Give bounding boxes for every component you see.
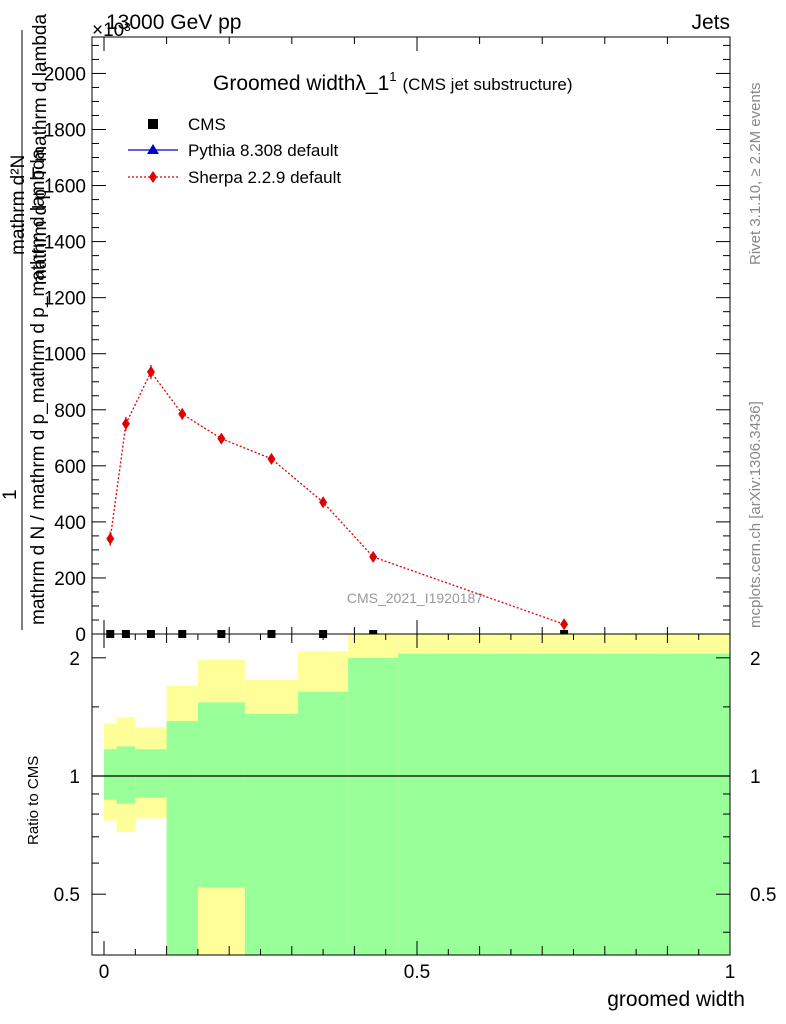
ratio-y-tick-label-right: 0.5: [750, 885, 776, 906]
exponent-label: ×10³: [92, 20, 131, 41]
main-y-tick-label: 800: [54, 401, 86, 422]
main-y-tick-label: 0: [75, 625, 86, 646]
ratio-y-tick-label: 1: [69, 767, 80, 788]
plot-title: Groomed widthλ_11 (CMS jet substructure): [213, 69, 573, 95]
legend-marker-cms: [148, 119, 158, 129]
main-y-tick-label: 1600: [44, 177, 86, 198]
sherpa-point: [217, 432, 226, 445]
green-band-bin: [116, 746, 136, 804]
main-y-label: mathrm d²N mathrm d p_T mathrm d lambda …: [0, 14, 51, 630]
plot-title-sup: 1: [389, 69, 396, 84]
ratio-y-tick-label: 2: [69, 649, 80, 670]
collision-label: 13000 GeV pp: [106, 11, 241, 34]
legend: CMS Pythia 8.308 default Sherpa 2.2.9 defa…: [128, 115, 341, 187]
process-label: Jets: [691, 11, 730, 34]
main-y-label-top: mathrm d²N: [8, 155, 29, 255]
main-y-tick-label: 600: [54, 457, 86, 478]
legend-label: Sherpa 2.2.9 default: [188, 168, 341, 187]
sherpa-point: [146, 365, 155, 378]
sherpa-point: [560, 618, 569, 631]
legend-label: Pythia 8.308 default: [188, 141, 339, 160]
green-band-bin: [197, 702, 245, 888]
green-band-bin: [166, 721, 198, 955]
ratio-x-tick-label: 0: [99, 962, 110, 983]
ratio-y-label: Ratio to CMS: [25, 756, 42, 845]
main-y-tick-label: 400: [54, 513, 86, 534]
legend-marker-sherpa: [149, 171, 157, 183]
sherpa-line: [109, 370, 565, 625]
main-y-tick-label: 1000: [44, 345, 86, 366]
sherpa-point: [121, 417, 130, 430]
main-y-label-top2: mathrm d p_T mathrm d lambda: [30, 14, 51, 285]
plot-title-sub: (CMS jet substructure): [403, 75, 573, 94]
main-y-tick-label: 200: [54, 569, 86, 590]
legend-marker-pythia: [147, 144, 159, 154]
ratio-bands: [92, 634, 730, 955]
ratio-x-ticks: 0 0.5 1: [99, 634, 736, 983]
plot-title-main: Groomed widthλ_1: [213, 72, 389, 95]
green-band-bin: [398, 653, 730, 955]
main-panel: 0 200 400 600 800 1000 1200 1400 1600 1800 2000 CM…: [44, 36, 731, 646]
main-marks: [106, 364, 569, 638]
main-y-tick-label: 1200: [44, 289, 86, 310]
main-y-label-denominator: mathrm d N / mathrm d p_mathrm d p_mathr…: [28, 148, 49, 625]
sherpa-point: [267, 452, 276, 465]
main-y-tick-label: 1400: [44, 233, 86, 254]
ratio-x-tick-label: 0.5: [404, 962, 430, 983]
mcplots-label: mcplots.cern.ch [arXiv:1306.3436]: [747, 401, 764, 628]
legend-label: CMS: [188, 115, 226, 134]
green-band-bin: [298, 691, 349, 955]
ratio-y-tick-label-right: 2: [750, 649, 761, 670]
ratio-y-tick-label-right: 1: [750, 767, 761, 788]
green-band-bin: [135, 749, 167, 798]
ratio-x-tick-label: 1: [725, 962, 736, 983]
sherpa-point: [319, 496, 328, 509]
green-band-bin: [244, 713, 299, 955]
sherpa-point: [178, 407, 187, 420]
main-y-tick-label: 2000: [44, 64, 86, 85]
rivet-label: Rivet 3.1.10, ≥ 2.2M events: [747, 83, 764, 266]
green-band-bin: [348, 657, 399, 955]
ratio-frame: [91, 633, 731, 956]
watermark: CMS_2021_I1920187: [347, 590, 483, 606]
main-y-tick-label: 1800: [44, 120, 86, 141]
sherpa-point: [369, 550, 378, 563]
main-y-label-numerator: 1: [0, 489, 21, 500]
main-y-ticks: 0 200 400 600 800 1000 1200 1400 1600 1800 2000: [44, 37, 731, 646]
ratio-y-ticks: 0.5 0.5 1 1 2 2: [54, 649, 776, 933]
sherpa-point: [106, 532, 115, 545]
ratio-panel: 0.5 0.51 12 2 0 0.5 1 Ratio to CMS groomed wi…: [25, 633, 776, 1011]
ratio-y-tick-label: 0.5: [54, 885, 80, 906]
green-band-bin: [104, 749, 117, 800]
x-axis-label: groomed width: [607, 988, 745, 1011]
